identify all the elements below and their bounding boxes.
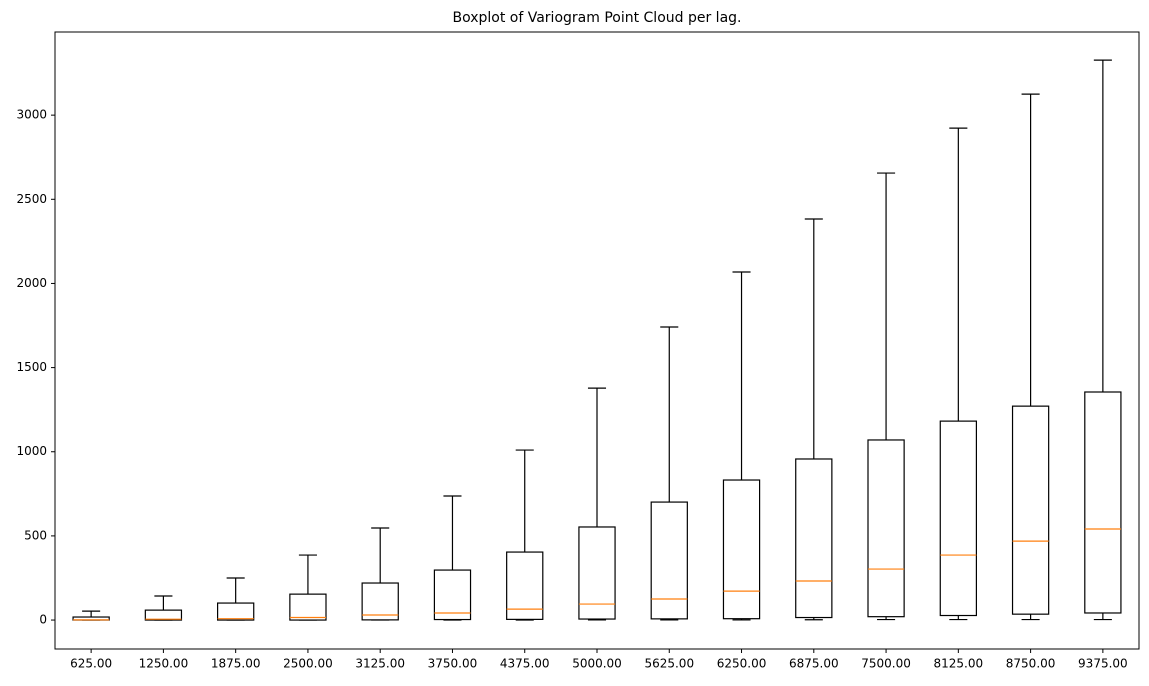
box (867, 439, 905, 618)
x-tick-label: 9375.00 (1078, 657, 1128, 671)
x-tick-label: 625.00 (70, 657, 112, 671)
box (506, 551, 544, 620)
x-tick-label: 1250.00 (139, 657, 189, 671)
x-tick-label: 6875.00 (789, 657, 839, 671)
x-tick-label: 3750.00 (428, 657, 478, 671)
y-tick-label: 1000 (16, 444, 47, 458)
y-tick-label: 2000 (16, 276, 47, 290)
x-tick-label: 8750.00 (1006, 657, 1056, 671)
box (795, 458, 833, 619)
y-tick-label: 500 (24, 528, 47, 542)
x-tick-label: 1875.00 (211, 657, 261, 671)
x-tick-label: 8125.00 (934, 657, 984, 671)
box (722, 479, 761, 620)
chart-title: Boxplot of Variogram Point Cloud per lag… (452, 10, 741, 26)
box (1011, 405, 1050, 615)
box (217, 602, 255, 621)
box (578, 526, 616, 620)
y-tick-label: 3000 (16, 108, 47, 122)
box (1084, 391, 1122, 614)
box (433, 569, 472, 621)
box (939, 420, 977, 617)
box (361, 582, 399, 621)
box (289, 593, 327, 621)
box (144, 609, 183, 621)
y-tick-label: 1500 (16, 360, 47, 374)
y-tick-label: 2500 (16, 192, 47, 206)
x-tick-label: 5000.00 (572, 657, 622, 671)
box (650, 501, 688, 620)
x-tick-label: 2500.00 (283, 657, 333, 671)
x-tick-label: 5625.00 (644, 657, 694, 671)
y-tick-label: 0 (39, 613, 47, 627)
x-tick-label: 7500.00 (861, 657, 911, 671)
x-tick-label: 6250.00 (717, 657, 767, 671)
x-tick-label: 3125.00 (355, 657, 405, 671)
x-tick-label: 4375.00 (500, 657, 550, 671)
